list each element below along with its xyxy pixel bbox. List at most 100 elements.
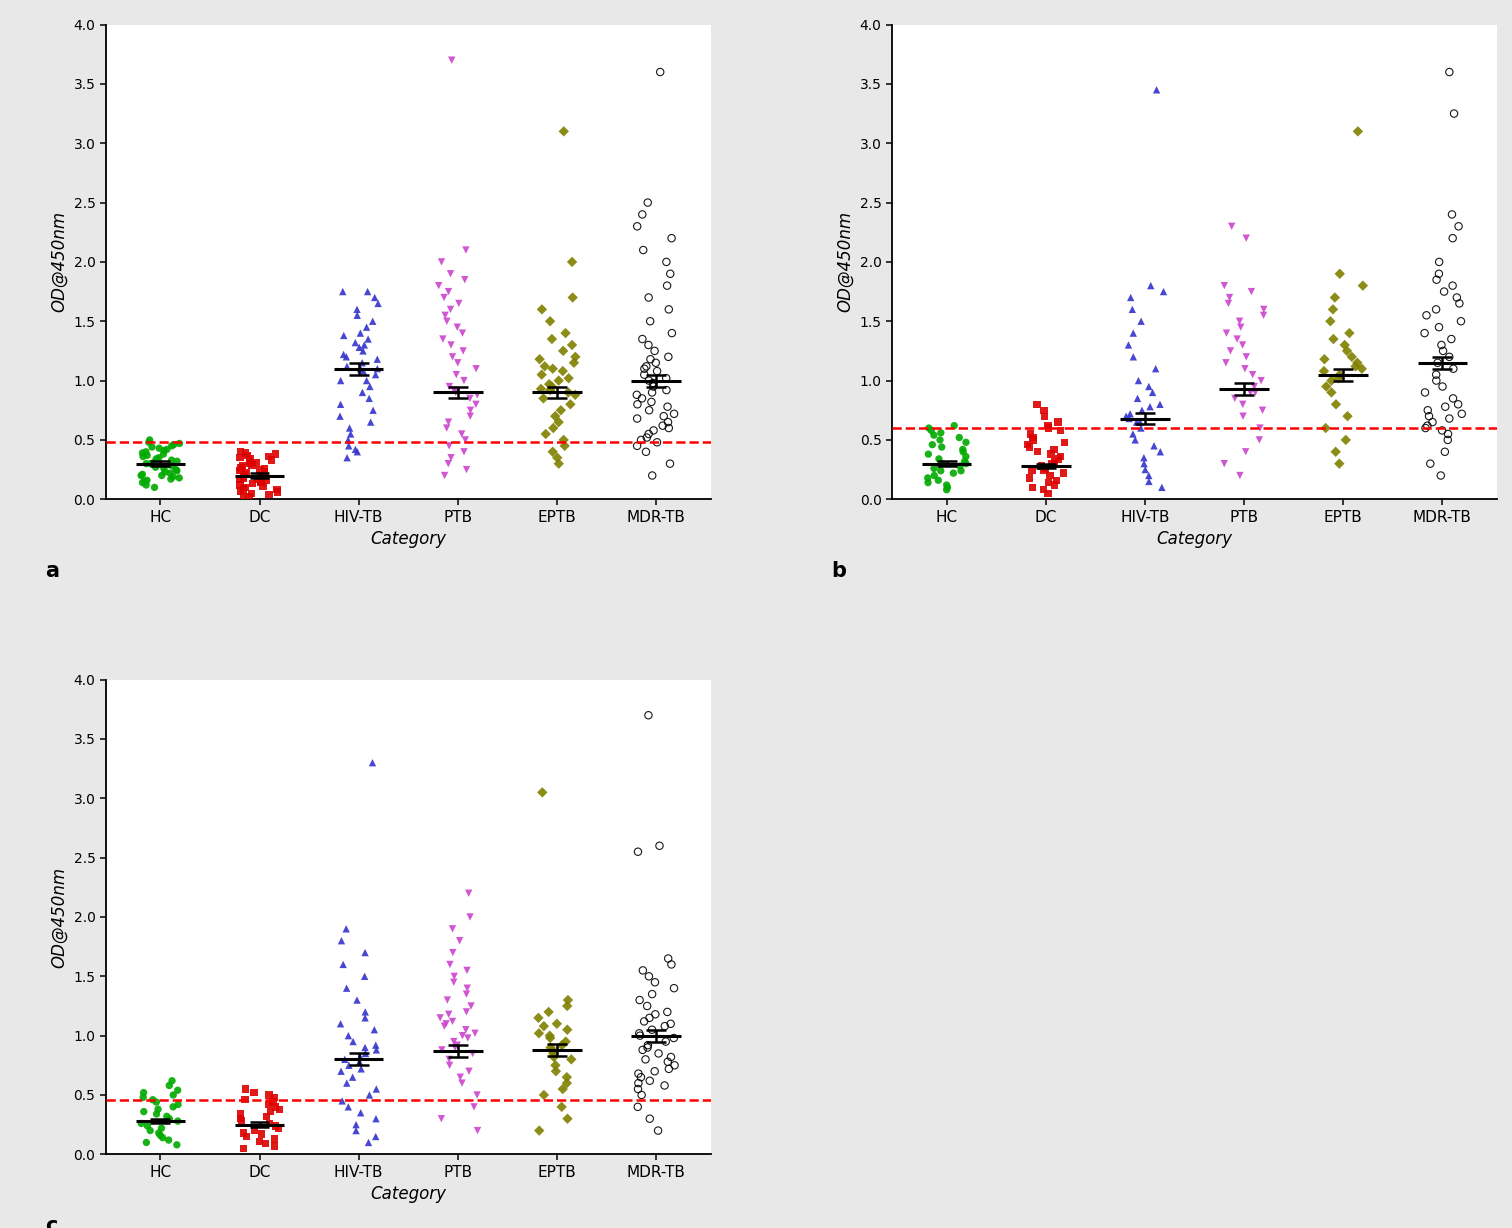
Point: [1323, 287, 1347, 307]
Point: [631, 1040, 655, 1060]
Point: [659, 1014, 683, 1034]
Point: [355, 281, 380, 301]
Point: [248, 1131, 272, 1151]
Point: [1252, 300, 1276, 319]
Point: [364, 1035, 389, 1055]
Point: [928, 430, 953, 449]
Point: [555, 1020, 579, 1040]
Point: [954, 454, 978, 474]
Point: [434, 419, 458, 438]
Point: [1214, 352, 1238, 372]
Point: [364, 1109, 389, 1129]
Point: [364, 1040, 389, 1060]
Point: [1238, 383, 1263, 403]
Point: [448, 931, 472, 950]
Point: [1231, 406, 1255, 426]
Point: [1344, 356, 1368, 376]
Point: [337, 419, 361, 438]
Point: [1039, 445, 1063, 464]
Text: c: c: [45, 1216, 57, 1228]
Point: [540, 329, 564, 349]
Point: [351, 361, 375, 381]
Point: [150, 1119, 174, 1138]
Point: [457, 1061, 481, 1081]
Point: [440, 919, 464, 938]
Point: [351, 341, 375, 361]
Point: [248, 465, 272, 485]
Point: [130, 473, 154, 492]
Point: [157, 463, 181, 483]
Point: [632, 1012, 656, 1032]
Point: [437, 281, 461, 301]
Point: [1323, 442, 1347, 462]
Point: [166, 1081, 191, 1100]
Point: [343, 333, 367, 352]
Point: [528, 1121, 552, 1141]
Point: [646, 361, 670, 381]
Point: [626, 1097, 650, 1116]
Point: [1442, 103, 1467, 123]
Point: [1033, 460, 1057, 480]
Point: [449, 424, 473, 443]
Point: [260, 451, 284, 470]
Point: [540, 1040, 564, 1060]
Point: [555, 1109, 579, 1129]
Y-axis label: OD@450nm: OD@450nm: [50, 867, 68, 968]
Point: [1426, 352, 1450, 372]
Point: [1234, 348, 1258, 367]
Point: [1424, 270, 1448, 290]
Point: [656, 1059, 680, 1078]
Point: [531, 388, 555, 408]
Point: [529, 365, 553, 384]
Point: [559, 252, 584, 271]
Point: [141, 1090, 165, 1110]
Point: [662, 1028, 686, 1047]
Point: [640, 1020, 664, 1040]
Point: [160, 1071, 184, 1090]
Point: [451, 1025, 475, 1045]
Point: [526, 1023, 550, 1043]
Point: [1337, 323, 1361, 343]
Point: [1418, 454, 1442, 474]
Point: [543, 1056, 567, 1076]
Point: [352, 1008, 376, 1028]
Point: [624, 436, 649, 456]
Point: [260, 1092, 284, 1111]
Point: [916, 473, 940, 492]
Point: [458, 400, 482, 420]
Point: [562, 352, 587, 372]
Point: [1046, 413, 1070, 432]
Point: [443, 383, 467, 403]
Point: [254, 470, 278, 490]
Point: [1314, 377, 1338, 397]
Point: [437, 377, 461, 397]
Point: [230, 1111, 254, 1131]
Point: [1247, 419, 1272, 438]
Point: [138, 1121, 162, 1141]
Point: [541, 442, 565, 462]
Point: [1122, 323, 1146, 343]
Point: [1412, 383, 1436, 403]
Point: [228, 448, 253, 468]
Point: [266, 483, 290, 502]
Point: [658, 454, 682, 474]
Point: [1120, 300, 1145, 319]
Point: [1040, 454, 1064, 474]
Point: [357, 1086, 381, 1105]
Point: [361, 312, 386, 332]
Point: [1213, 276, 1237, 296]
Point: [538, 1028, 562, 1047]
Point: [331, 281, 355, 301]
Point: [637, 1035, 661, 1055]
Point: [656, 1052, 680, 1072]
Point: [443, 1038, 467, 1057]
Point: [543, 406, 567, 426]
Point: [659, 323, 683, 343]
Point: [656, 413, 680, 432]
Point: [442, 381, 466, 400]
Point: [435, 454, 460, 474]
Point: [1043, 452, 1067, 472]
Point: [351, 383, 375, 403]
Point: [348, 1052, 372, 1072]
Point: [1030, 456, 1054, 475]
